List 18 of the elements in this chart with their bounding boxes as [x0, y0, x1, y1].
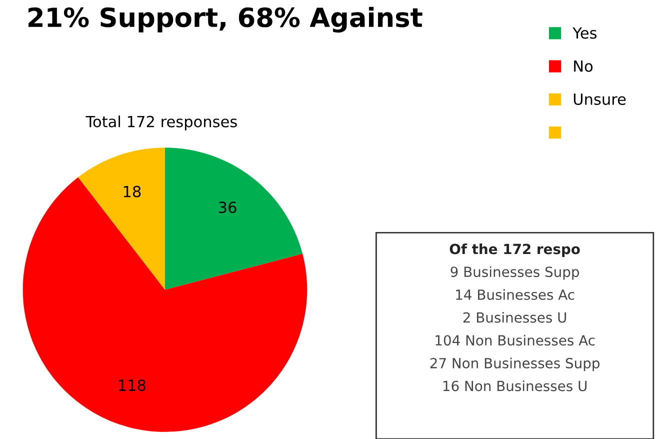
text: 104 Non Businesses Ac	[436, 334, 595, 346]
text: 14 Businesses Ac	[456, 289, 574, 300]
legend-label: Yes	[572, 27, 597, 39]
pie-slice	[78, 148, 165, 290]
chart-title: 21% Support, 68% Against	[28, 6, 422, 33]
text: Total 172 responses	[86, 116, 237, 130]
pie-slice	[22, 177, 308, 432]
data-label: 18	[124, 186, 141, 198]
text: Of the 172 respo	[450, 244, 580, 257]
legend-label: Unsure	[574, 94, 626, 105]
pie-slice	[165, 148, 303, 290]
data-label: 36	[219, 202, 236, 214]
text: 9 Businesses Supp	[450, 266, 580, 280]
legend-label: No	[574, 60, 593, 72]
data-label: 118	[119, 379, 146, 392]
text: 16 Non Businesses U	[443, 380, 586, 392]
text: 2 Businesses U	[463, 312, 566, 323]
text: 27 Non Businesses Supp	[430, 358, 600, 372]
